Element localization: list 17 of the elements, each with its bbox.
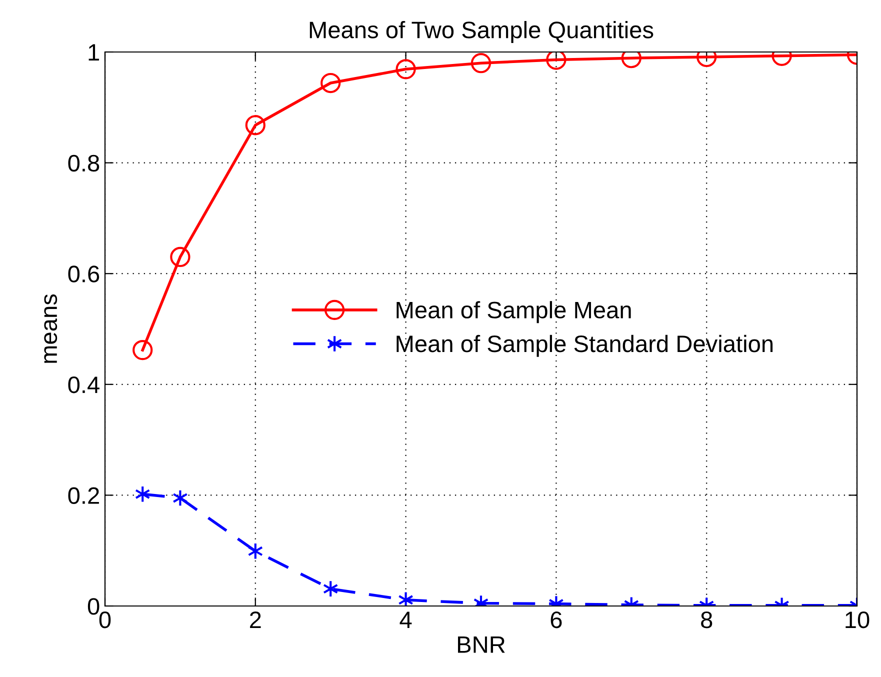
- y-axis-title: means: [44, 294, 58, 363]
- y-tick-label: 0.6: [68, 266, 100, 282]
- y-tick-label: 0.8: [68, 154, 100, 172]
- x-tick-label: 0: [99, 611, 111, 628]
- y-tick-label: 1: [88, 44, 99, 61]
- legend-label: Mean of Sample Standard Deviation: [396, 334, 773, 357]
- chart-title: Means of Two Sample Quantities: [310, 21, 654, 44]
- x-tick-label: 8: [701, 611, 712, 628]
- x-tick-label: 10: [846, 611, 870, 628]
- y-tick-label: 0: [88, 598, 100, 615]
- y-tick-label: 0.2: [68, 487, 99, 504]
- x-tick-label: 4: [400, 612, 412, 628]
- x-axis-title: BNR: [458, 636, 505, 653]
- x-tick-label: 2: [250, 611, 261, 628]
- legend-label: Mean of Sample Mean: [396, 301, 631, 324]
- y-tick-label: 0.4: [68, 376, 100, 394]
- x-tick-label: 6: [550, 611, 562, 628]
